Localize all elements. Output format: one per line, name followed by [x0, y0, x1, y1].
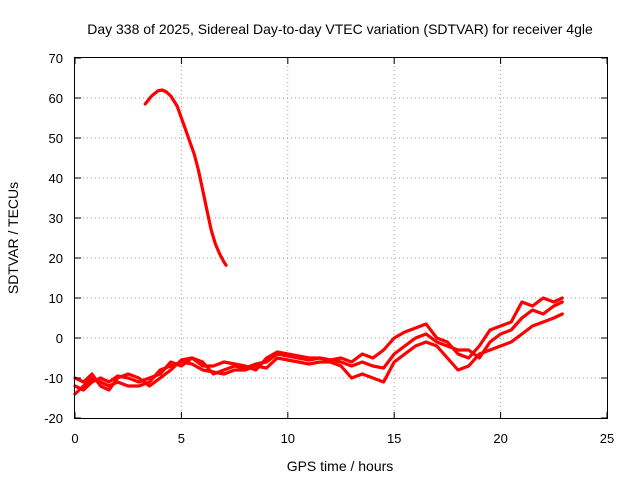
x-tick-label: 25: [600, 431, 614, 446]
y-tick-label: 20: [49, 251, 63, 266]
x-tick-label: 20: [493, 431, 507, 446]
data-series: [73, 88, 564, 396]
y-tick-label: 60: [49, 91, 63, 106]
x-tick-label: 0: [71, 431, 78, 446]
series-upper-arc: [143, 88, 228, 267]
chart-title: Day 338 of 2025, Sidereal Day-to-day VTE…: [87, 21, 593, 37]
y-tick-label: -10: [44, 371, 63, 386]
x-tick-label: 5: [178, 431, 185, 446]
series-track-c: [73, 296, 564, 392]
x-axis-label: GPS time / hours: [287, 458, 394, 474]
y-tick-label: 30: [49, 211, 63, 226]
x-tick-label: 15: [387, 431, 401, 446]
axis-ticks: 0 5 10 15 20 25 -20 -10 0 10 20 30 40 50 60 70: [44, 51, 614, 446]
y-tick-label: 40: [49, 171, 63, 186]
y-tick-label: -20: [44, 411, 63, 426]
x-tick-label: 10: [281, 431, 295, 446]
y-tick-label: 10: [49, 291, 63, 306]
series-track-b: [73, 312, 564, 396]
y-tick-label: 0: [56, 331, 63, 346]
y-tick-label: 70: [49, 51, 63, 66]
y-tick-label: 50: [49, 131, 63, 146]
series-track-a: [73, 300, 564, 392]
plot-frame: [74, 57, 608, 419]
y-axis-label: SDTVAR / TECUs: [5, 182, 21, 294]
grid: [75, 58, 607, 418]
